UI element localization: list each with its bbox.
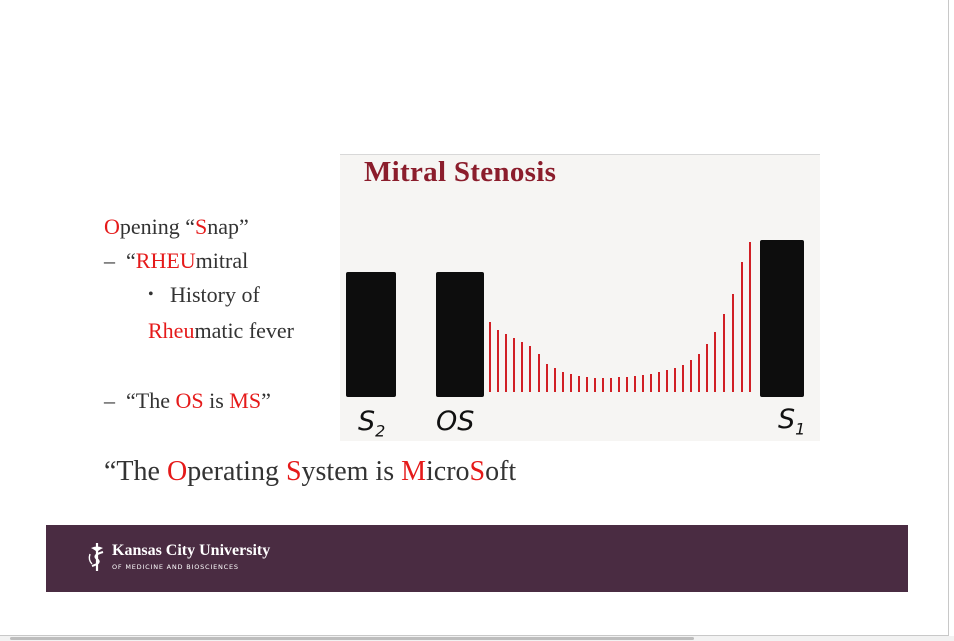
bullet-opening-snap: Opening “Snap”: [104, 210, 249, 244]
figure-top-rule: [340, 154, 820, 155]
text-run: perating: [187, 456, 286, 487]
text-run: oft: [485, 456, 517, 487]
label-s2-letter: S: [358, 406, 376, 437]
label-os: OS: [436, 406, 475, 437]
university-logo-icon: [88, 543, 104, 571]
highlight-letter: RHEU: [135, 248, 196, 273]
text-run: “The: [126, 388, 176, 413]
highlight-letter: S: [469, 456, 486, 487]
s2-heart-sound-bar: [346, 272, 396, 397]
highlight-letter: M: [401, 456, 426, 487]
label-s2: S2: [358, 406, 385, 440]
text-run: matic fever: [194, 318, 295, 343]
highlight-letter: O: [104, 214, 120, 239]
history-line1: History of: [170, 282, 260, 307]
figure-title: Mitral Stenosis: [364, 156, 557, 188]
label-s1-letter: S: [778, 404, 796, 435]
text-run: ystem is: [301, 456, 402, 487]
history-line2: Rheumatic fever: [148, 314, 294, 348]
footer-banner: Kansas City University OF MEDICINE AND B…: [46, 525, 908, 592]
text-run: pening “: [119, 214, 196, 239]
text-run: mitral: [195, 248, 249, 273]
text-run: icro: [426, 456, 470, 487]
text-run: nap”: [207, 214, 249, 239]
highlight-letter: Rheu: [148, 318, 195, 343]
text-run: “: [126, 248, 136, 273]
tagline: “The Operating System is MicroSoft: [104, 456, 516, 488]
highlight-letter: S: [285, 456, 302, 487]
bullet-dot: •: [148, 286, 154, 303]
label-s1: S1: [778, 404, 805, 438]
label-s1-subscript: 1: [795, 419, 806, 439]
os-ms-text: “The OS is MS”: [126, 384, 271, 418]
university-name: Kansas City University: [112, 542, 271, 559]
horizontal-scrollbar[interactable]: [0, 636, 954, 641]
highlight-letter: MS: [229, 388, 262, 413]
text-run: ”: [261, 388, 271, 413]
label-s2-subscript: 2: [375, 421, 386, 441]
highlight-letter: O: [166, 456, 188, 487]
text-run: “The: [104, 456, 167, 487]
dash-marker: –: [104, 248, 115, 273]
highlight-letter: S: [195, 214, 208, 239]
s1-heart-sound-bar: [760, 240, 804, 397]
scrollbar-thumb[interactable]: [10, 637, 694, 640]
mitral-stenosis-figure: Mitral Stenosis S2 OS S1: [340, 154, 820, 441]
rheumitral-text: “RHEUmitral: [126, 244, 248, 278]
os-heart-sound-bar: [436, 272, 484, 397]
highlight-letter: OS: [175, 388, 204, 413]
dash-marker: –: [104, 388, 115, 413]
university-subtitle: OF MEDICINE AND BIOSCIENCES: [112, 563, 239, 571]
diastolic-rumble-murmur: [489, 242, 751, 392]
text-run: is: [203, 388, 230, 413]
